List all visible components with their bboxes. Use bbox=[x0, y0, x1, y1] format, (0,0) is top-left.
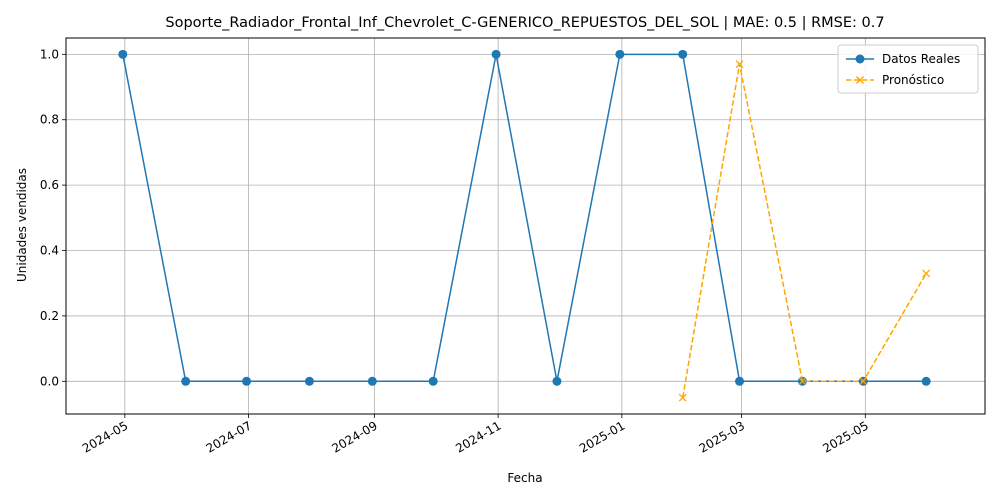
data-point-pronostico bbox=[922, 269, 931, 278]
x-tick-label: 2024-09 bbox=[329, 418, 379, 455]
y-tick-label: 1.0 bbox=[40, 47, 59, 61]
x-tick-label: 2024-07 bbox=[204, 418, 254, 455]
x-tick-label: 2024-11 bbox=[453, 418, 503, 455]
data-point-datos-reales bbox=[678, 49, 688, 59]
x-tick-label: 2025-05 bbox=[820, 418, 870, 455]
data-point-datos-reales bbox=[921, 376, 931, 386]
series-line-pronostico bbox=[681, 64, 927, 398]
y-tick-label: 0.2 bbox=[40, 309, 59, 323]
data-point-datos-reales bbox=[552, 376, 562, 386]
y-axis: 0.0 0.2 0.4 0.6 0.8 1.0 bbox=[40, 47, 66, 388]
y-tick-label: 0.8 bbox=[40, 113, 59, 127]
series-layer bbox=[118, 49, 931, 402]
series-line-datos-reales bbox=[122, 53, 927, 383]
data-point-datos-reales bbox=[118, 49, 128, 59]
data-point-pronostico bbox=[859, 377, 868, 386]
legend-label: Pronóstico bbox=[882, 73, 944, 87]
y-tick-label: 0.6 bbox=[40, 178, 59, 192]
data-point-datos-reales bbox=[367, 376, 377, 386]
data-point-datos-reales bbox=[735, 376, 745, 386]
legend-marker bbox=[855, 54, 865, 64]
y-axis-label: Unidades vendidas bbox=[15, 168, 29, 282]
y-tick-label: 0.0 bbox=[40, 374, 59, 388]
data-point-pronostico bbox=[735, 60, 744, 69]
legend-box bbox=[837, 44, 979, 94]
x-tick-label: 2024-05 bbox=[80, 418, 130, 455]
data-point-datos-reales bbox=[304, 376, 314, 386]
data-point-datos-reales bbox=[181, 376, 191, 386]
y-tick-label: 0.4 bbox=[40, 244, 59, 258]
plot-frame bbox=[65, 37, 986, 415]
x-axis: 2024-05 2024-07 2024-09 2024-11 2025-01 2025-… bbox=[80, 414, 871, 456]
legend-marker bbox=[856, 76, 864, 84]
data-point-datos-reales bbox=[615, 49, 625, 59]
legend-label: Datos Reales bbox=[882, 52, 960, 66]
x-tick-label: 2025-03 bbox=[697, 418, 747, 455]
chart-title: Soporte_Radiador_Frontal_Inf_Chevrolet_C… bbox=[165, 15, 884, 31]
data-point-pronostico bbox=[798, 377, 807, 386]
data-point-pronostico bbox=[678, 393, 687, 402]
data-point-datos-reales bbox=[242, 376, 252, 386]
legend: Datos Reales Pronóstico bbox=[837, 44, 979, 94]
data-point-datos-reales bbox=[491, 49, 501, 59]
x-axis-label: Fecha bbox=[507, 471, 542, 485]
data-point-datos-reales bbox=[428, 376, 438, 386]
x-tick-label: 2025-01 bbox=[577, 418, 627, 455]
grid bbox=[66, 38, 985, 414]
